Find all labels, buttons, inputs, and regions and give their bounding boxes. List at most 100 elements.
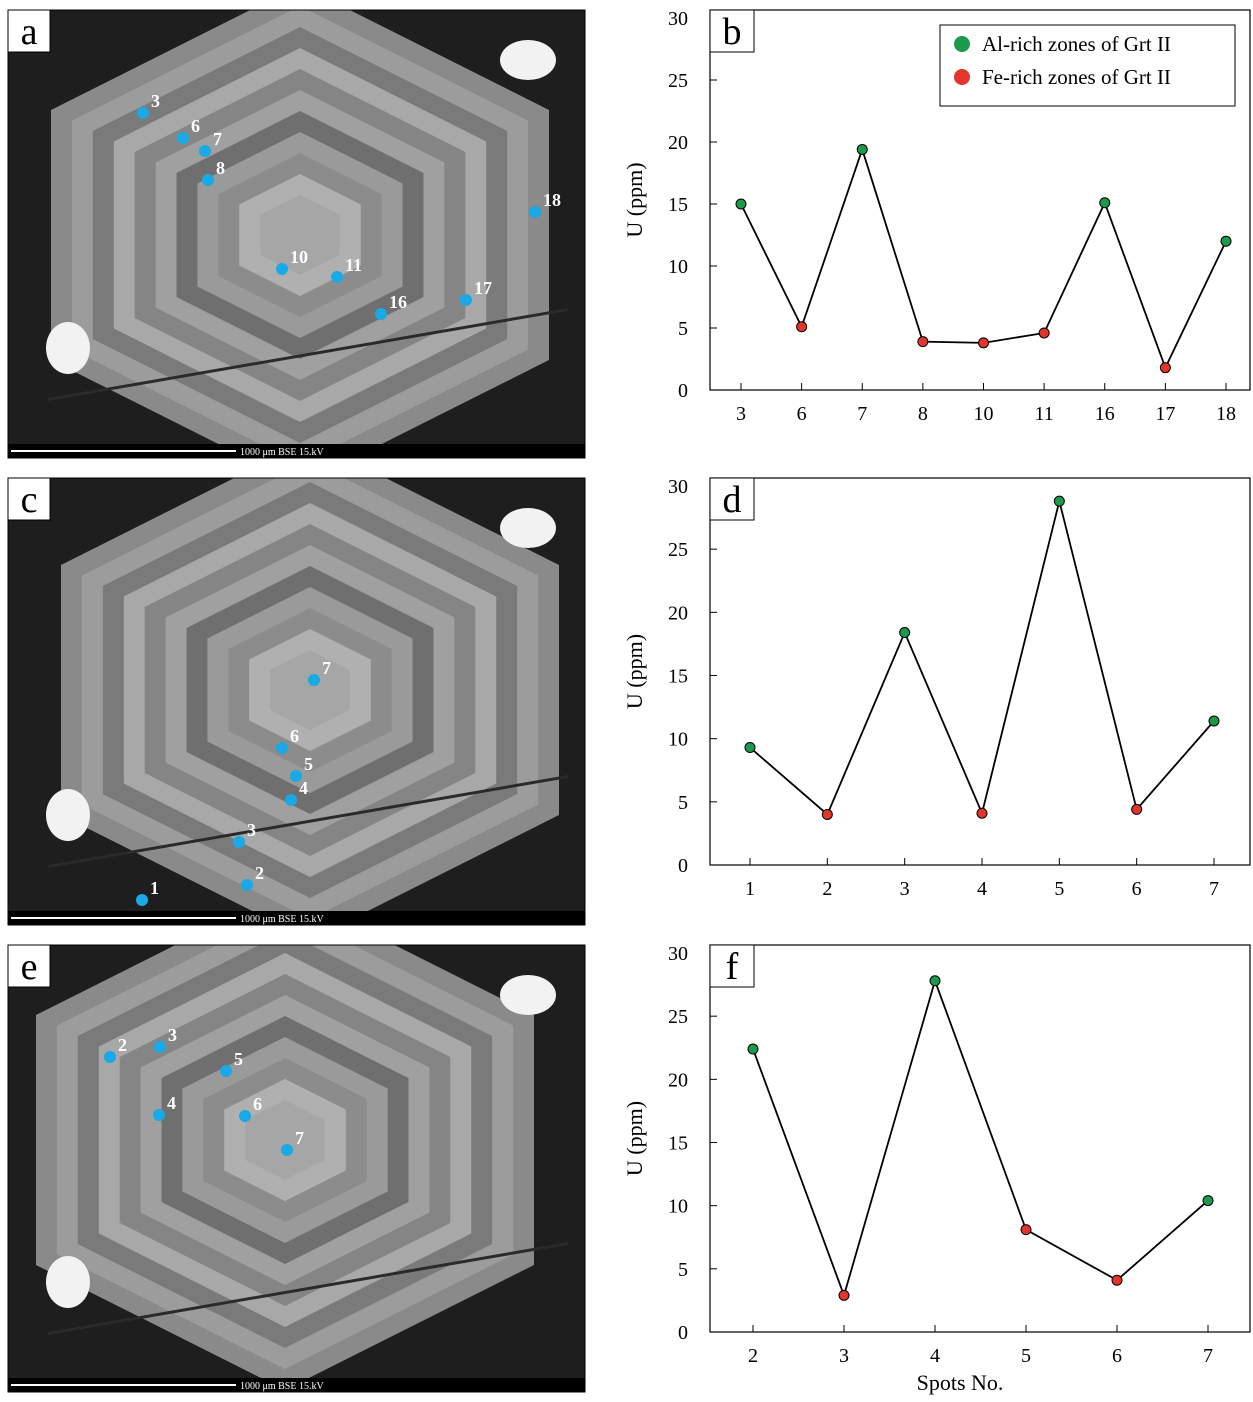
- spot-label: 4: [167, 1093, 176, 1113]
- bse-image: 1000 μm BSE 15.kV e 2 3 5 4 6 7: [7, 944, 586, 1393]
- data-point: [978, 337, 989, 349]
- x-tick-label: 16: [1095, 403, 1115, 425]
- analysis-spot: [241, 879, 253, 891]
- y-tick-label: 0: [678, 380, 688, 402]
- analysis-spot: [331, 271, 343, 283]
- legend-label: Fe-rich zones of Grt II: [982, 65, 1171, 89]
- inclusion: [46, 322, 90, 374]
- panel-label: d: [723, 479, 742, 521]
- scale-text: 1000 μm BSE 15.kV: [240, 1381, 324, 1392]
- bse-image: 1000 μm BSE 15.kV c 7 65 4 3 2 1: [7, 477, 586, 926]
- y-tick-label: 5: [678, 318, 688, 340]
- x-tick-label: 6: [797, 403, 807, 425]
- x-tick-label: 8: [918, 403, 928, 425]
- panel-label: b: [723, 11, 742, 53]
- x-tick-label: 5: [1054, 878, 1064, 900]
- legend-marker: [954, 36, 970, 52]
- y-tick-label: 10: [668, 729, 688, 751]
- x-tick-label: 7: [1209, 878, 1219, 900]
- image-content: 1000 μm BSE 15.kV: [8, 945, 585, 1392]
- spot-label: 6: [290, 726, 299, 746]
- panel-label-box: [709, 477, 755, 521]
- plot-frame: [709, 9, 1251, 391]
- panel-label: c: [21, 479, 38, 521]
- spot-label: 7: [213, 129, 222, 149]
- analysis-spot: [136, 894, 148, 906]
- growth-zone: [245, 1100, 325, 1180]
- analysis-spot: [199, 145, 211, 157]
- data-point: [1220, 235, 1232, 247]
- data-point: [976, 807, 988, 819]
- spot-label: 8: [216, 158, 225, 178]
- analysis-spot: [154, 1041, 166, 1053]
- y-tick-label: 30: [668, 943, 688, 965]
- legend-label: Al-rich zones of Grt II: [982, 32, 1171, 56]
- growth-zone: [270, 650, 350, 730]
- x-tick-label: 4: [930, 1345, 940, 1367]
- y-axis-label: U (ppm): [622, 1101, 647, 1176]
- y-tick-label: 0: [678, 1322, 688, 1344]
- data-point: [744, 742, 756, 754]
- analysis-spot: [529, 206, 541, 218]
- y-tick-label: 20: [668, 602, 688, 624]
- analysis-spot: [276, 742, 288, 754]
- data-line: [740, 146, 1227, 370]
- data-point: [917, 336, 929, 348]
- spot-label: 1: [150, 878, 159, 898]
- data-line: [752, 977, 1209, 1299]
- data-point: [735, 198, 747, 210]
- data-point: [1111, 1274, 1123, 1286]
- panel-label: e: [21, 946, 38, 988]
- crack: [48, 308, 568, 401]
- analysis-spot: [290, 770, 302, 782]
- y-tick-label: 15: [668, 1133, 688, 1155]
- panel-label-box: [7, 477, 51, 521]
- data-line: [749, 500, 1215, 817]
- inclusion: [500, 40, 556, 80]
- analysis-spot: [308, 674, 320, 686]
- x-tick-label: 7: [857, 403, 867, 425]
- y-tick-label: 25: [668, 539, 688, 561]
- data-point: [821, 808, 833, 820]
- y-tick-label: 5: [678, 1259, 688, 1281]
- x-tick-label: 1: [745, 878, 755, 900]
- spot-label: 5: [234, 1049, 243, 1069]
- plot-frame: [709, 944, 1251, 1333]
- spot-label: 3: [151, 91, 160, 111]
- image-content: 1000 μm BSE 15.kV: [8, 478, 585, 925]
- analysis-spot: [153, 1109, 165, 1121]
- chart: 0 5 10 15 20 25 30 1 2 3 4 5 6 7 U (ppm) d: [622, 476, 1251, 900]
- spot-label: 7: [322, 658, 331, 678]
- panel-label-box: [7, 9, 51, 53]
- x-tick-label: 4: [977, 878, 987, 900]
- spot-label: 10: [290, 247, 308, 267]
- scale-strip: [8, 444, 585, 458]
- y-tick-label: 10: [668, 256, 688, 278]
- x-tick-label: 3: [900, 878, 910, 900]
- spot-label: 5: [304, 754, 313, 774]
- y-tick-label: 15: [668, 194, 688, 216]
- data-point: [838, 1289, 850, 1301]
- x-tick-label: 18: [1216, 403, 1236, 425]
- analysis-spot: [202, 174, 214, 186]
- plot-frame: [709, 477, 1251, 866]
- x-tick-label: 10: [974, 403, 994, 425]
- image-content: 1000 μm BSE 15.kV: [8, 10, 585, 458]
- chart: 0 5 10 15 20 25 30 2 3 4 5 6 7 U (ppm) Spots No. f: [622, 943, 1251, 1395]
- spot-label: 7: [295, 1128, 304, 1148]
- data-point: [1131, 803, 1143, 815]
- data-point: [1038, 327, 1050, 339]
- spot-label: 2: [255, 863, 264, 883]
- data-point: [1208, 715, 1220, 727]
- y-axis-label: U (ppm): [622, 634, 647, 709]
- image-frame: [7, 9, 586, 459]
- y-tick-label: 5: [678, 792, 688, 814]
- y-tick-label: 25: [668, 1006, 688, 1028]
- panel-label: f: [726, 946, 739, 988]
- crack: [48, 775, 568, 868]
- y-tick-label: 0: [678, 855, 688, 877]
- y-tick-label: 30: [668, 476, 688, 498]
- legend-box: [939, 24, 1236, 107]
- analysis-spot: [285, 794, 297, 806]
- spot-label: 6: [253, 1094, 262, 1114]
